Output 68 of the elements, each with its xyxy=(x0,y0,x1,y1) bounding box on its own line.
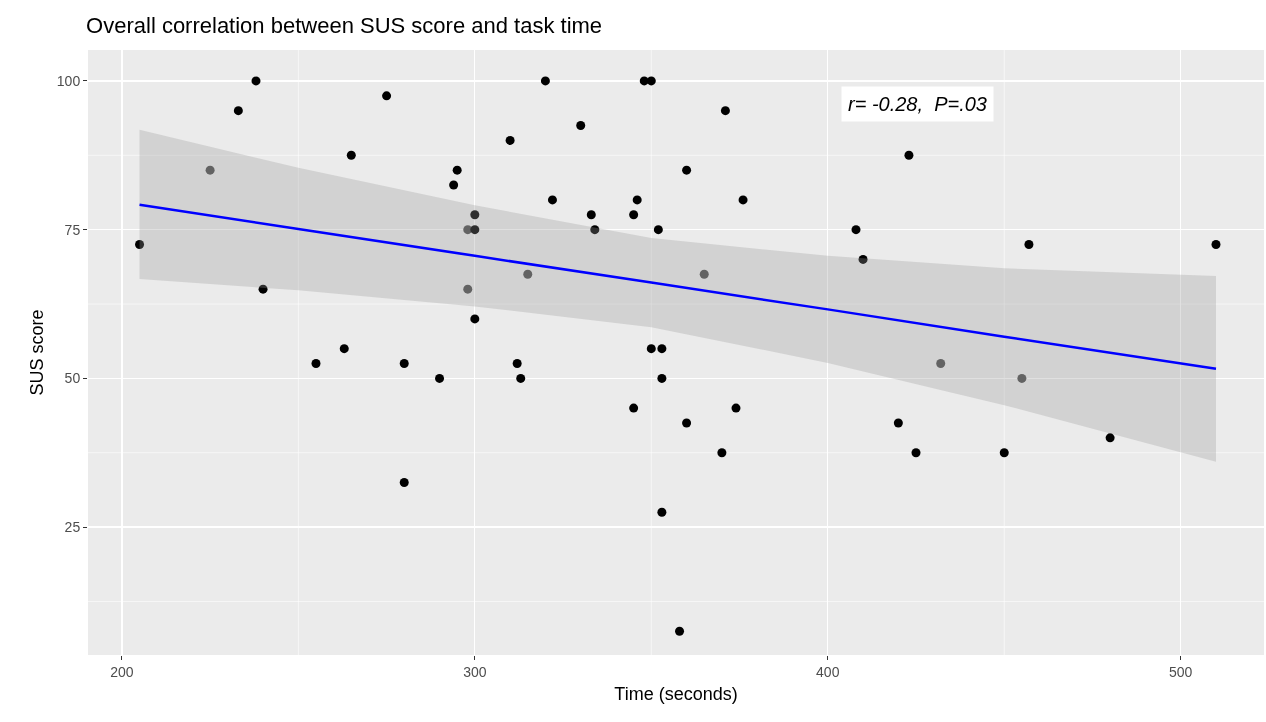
point xyxy=(731,403,741,413)
point xyxy=(632,195,642,205)
point xyxy=(251,76,261,86)
point xyxy=(629,403,639,413)
point xyxy=(675,626,685,636)
point xyxy=(540,76,550,86)
x-tick-label: 500 xyxy=(1169,663,1193,680)
point xyxy=(717,448,727,458)
point xyxy=(699,269,709,279)
point xyxy=(516,373,526,383)
point xyxy=(911,448,921,458)
point xyxy=(512,359,522,369)
point xyxy=(1105,433,1115,443)
line-series xyxy=(138,203,1218,371)
point xyxy=(1024,240,1034,250)
point xyxy=(1211,240,1221,250)
point xyxy=(233,106,243,116)
point xyxy=(646,344,656,354)
point xyxy=(590,225,600,235)
point xyxy=(576,121,586,131)
point xyxy=(682,418,692,428)
point xyxy=(1017,373,1027,383)
point xyxy=(399,477,409,487)
y-tick-label: 50 xyxy=(64,370,81,387)
point xyxy=(135,240,145,250)
y-tick-label: 25 xyxy=(64,519,81,535)
point xyxy=(339,344,349,354)
x-tick-label: 300 xyxy=(463,663,487,680)
y-tick-label: 75 xyxy=(64,221,81,238)
point xyxy=(382,91,392,101)
point xyxy=(463,284,473,294)
point xyxy=(657,507,667,517)
x-axis-title: Time (seconds) xyxy=(614,683,738,704)
point xyxy=(646,76,656,86)
annotation: r= -0.28, P=.03 xyxy=(848,93,987,115)
chart-title: Overall correlation between SUS score and task time xyxy=(86,13,603,39)
point xyxy=(449,180,459,190)
y-tick-label: 100 xyxy=(56,72,81,89)
point xyxy=(258,284,268,294)
point xyxy=(893,418,903,428)
point xyxy=(657,344,667,354)
y-axis-title: SUS score xyxy=(27,309,48,396)
point xyxy=(586,210,596,220)
point xyxy=(399,359,409,369)
point xyxy=(738,195,748,205)
point xyxy=(999,448,1009,458)
x-tick-label: 200 xyxy=(110,663,134,680)
point xyxy=(936,359,946,369)
point xyxy=(452,165,462,175)
point xyxy=(547,195,557,205)
point xyxy=(720,106,730,116)
point xyxy=(523,269,533,279)
point xyxy=(470,210,480,220)
point xyxy=(470,225,480,235)
point xyxy=(205,165,215,175)
point xyxy=(470,314,480,324)
point xyxy=(653,225,663,235)
point xyxy=(311,359,321,369)
point xyxy=(904,150,914,160)
point xyxy=(858,254,868,264)
point xyxy=(657,373,667,383)
x-tick-label: 400 xyxy=(816,663,840,680)
point xyxy=(346,150,356,160)
point xyxy=(682,165,692,175)
point xyxy=(505,135,515,145)
point xyxy=(851,225,861,235)
point xyxy=(629,210,639,220)
point xyxy=(435,373,445,383)
